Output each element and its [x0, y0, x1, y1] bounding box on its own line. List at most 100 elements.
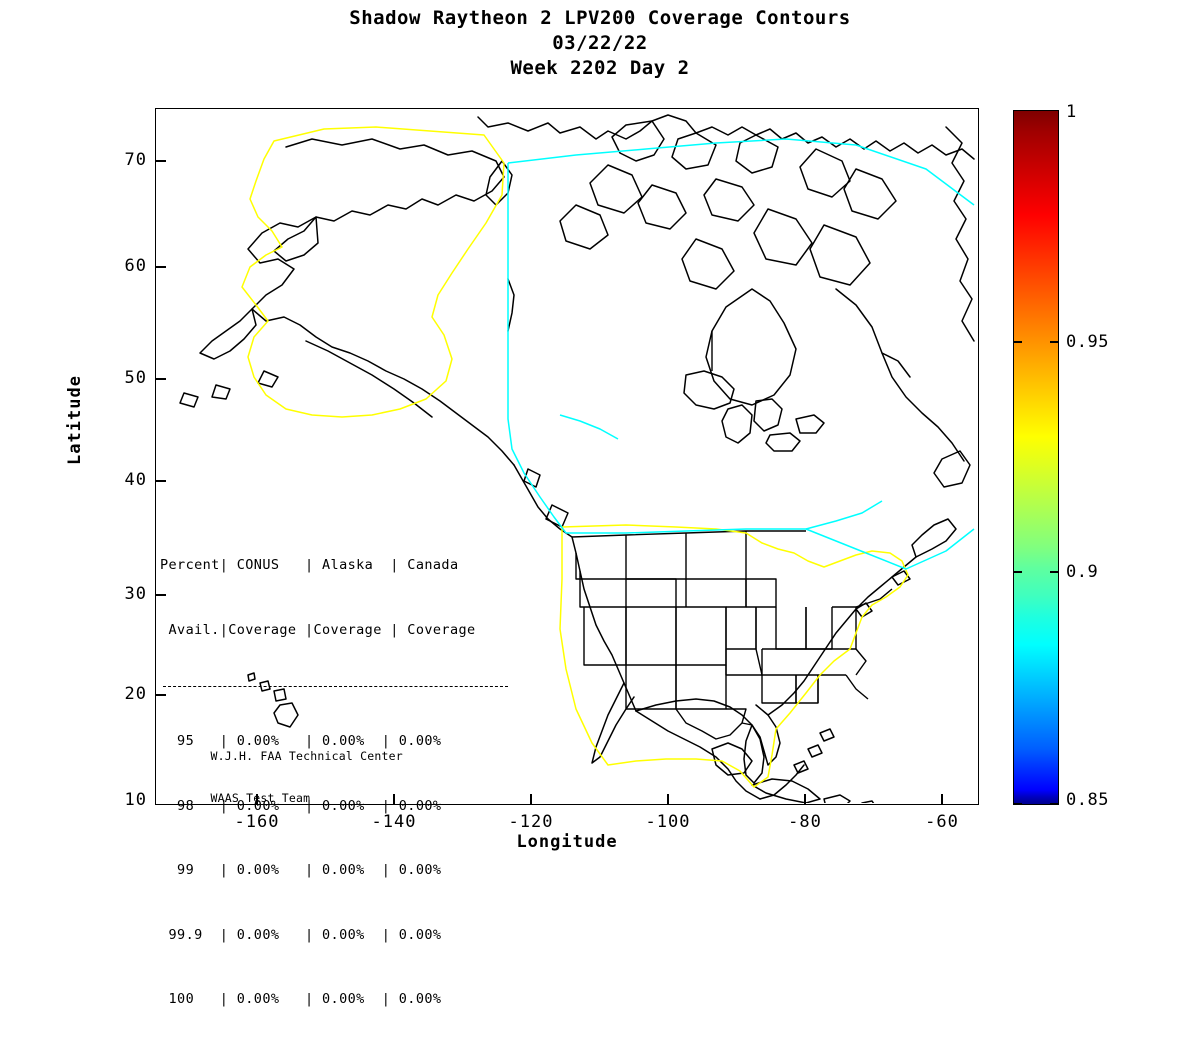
- title-line-1: Shadow Raytheon 2 LPV200 Coverage Contou…: [349, 7, 851, 29]
- stats-row: 99 | 0.00% | 0.00% | 0.00%: [160, 862, 442, 878]
- arctic-coast: [477, 114, 975, 160]
- x-tick-label: -140: [371, 812, 417, 832]
- arctic-island-e: [843, 168, 897, 220]
- colorbar-tick-mark: [1050, 341, 1059, 343]
- arctic-island-c: [735, 134, 779, 174]
- colorbar-tick-mark: [1013, 341, 1022, 343]
- coastlines-group: [179, 114, 975, 803]
- conus-region-outline: [559, 524, 909, 788]
- state-line-ok-ar: [725, 649, 763, 676]
- canada-region-outline: [507, 138, 975, 570]
- state-line-nc-sc: [845, 674, 869, 700]
- x-tick-mark: [804, 794, 806, 805]
- figure-root: Shadow Raytheon 2 LPV200 Coverage Contou…: [0, 6, 1200, 1007]
- title-line-3: Week 2202 Day 2: [510, 57, 690, 79]
- state-line-ia-il: [746, 578, 777, 608]
- mexico-gulf-coast: [635, 710, 761, 800]
- aleutian-island-b: [179, 392, 199, 408]
- nova-scotia: [911, 518, 957, 558]
- hawaii-big-island: [273, 702, 299, 728]
- stats-row: 99.9 | 0.00% | 0.00% | 0.00%: [160, 926, 442, 943]
- map-svg: [179, 114, 975, 803]
- bahamas-a: [793, 760, 809, 774]
- seward-peninsula: [273, 216, 319, 262]
- canada-bc-inner: [559, 414, 619, 440]
- canada-north-edge: [507, 138, 975, 206]
- conus-polygon: [559, 524, 909, 788]
- us-canada-border-west: [571, 530, 806, 538]
- hawaii-oahu: [259, 680, 271, 692]
- us-west-coast: [571, 536, 637, 712]
- state-line-ut-co: [625, 607, 677, 666]
- arctic-island-d: [799, 148, 851, 198]
- puerto-rico: [861, 800, 875, 803]
- bahamas-b: [807, 744, 823, 758]
- y-tick-label: 40: [124, 470, 147, 490]
- hudson-bay: [705, 288, 797, 406]
- title-line-2: 03/22/22: [552, 32, 648, 54]
- state-line-co-ne: [675, 606, 727, 666]
- y-axis-title: Latitude: [65, 375, 85, 465]
- state-line-or-nv: [579, 571, 626, 608]
- colorbar-tick-mark: [1050, 803, 1059, 805]
- newfoundland: [933, 450, 971, 488]
- y-tick-label: 70: [124, 150, 147, 170]
- x-tick-label: -160: [234, 812, 280, 832]
- alaska-peninsula: [305, 340, 433, 418]
- arctic-island-g: [637, 184, 687, 230]
- hawaii-kauai: [247, 672, 256, 682]
- texas-outline: [675, 708, 747, 740]
- state-line-ks-mo: [725, 607, 757, 650]
- canada-great-lakes-edge: [805, 500, 883, 530]
- state-line-ar-ms: [761, 675, 797, 704]
- stats-separator: [163, 686, 508, 687]
- us-east-coast: [767, 556, 917, 716]
- greenland-coast: [945, 126, 975, 342]
- state-line-nm-tx: [675, 665, 727, 710]
- hispaniola: [823, 794, 851, 803]
- cuba: [751, 778, 821, 803]
- lake-superior: [683, 370, 735, 410]
- y-tick-mark: [155, 480, 166, 482]
- figure-title: Shadow Raytheon 2 LPV200 Coverage Contou…: [0, 6, 1200, 81]
- banks-island: [589, 164, 643, 214]
- haida-gwaii: [523, 468, 541, 488]
- baffin-island: [809, 224, 871, 286]
- arctic-island-f: [703, 178, 755, 222]
- y-axis-ticks: 70 60 50 40 30 20 10: [95, 108, 147, 810]
- victoria-island: [681, 238, 735, 290]
- stats-header-row-2: Avail.|Coverage |Coverage | Coverage: [160, 621, 476, 638]
- baja-california: [591, 682, 635, 764]
- colorbar-label: 0.95: [1066, 332, 1109, 352]
- stats-row: 98 | 0.00% | 0.00% | 0.00%: [160, 797, 442, 814]
- x-tick-label: -60: [925, 812, 959, 832]
- yukon-border-coast: [507, 278, 515, 332]
- x-tick-mark: [941, 794, 943, 805]
- bc-coast: [513, 464, 573, 538]
- y-tick-mark: [155, 160, 166, 162]
- credit-line-2: WAAS Test Team: [210, 791, 311, 805]
- central-america: [759, 764, 805, 800]
- y-tick-mark: [155, 694, 166, 696]
- lake-michigan: [721, 404, 753, 444]
- colorbar-tick-mark: [1050, 571, 1059, 573]
- alaska-polygon: [241, 126, 505, 418]
- x-tick-mark: [393, 794, 395, 805]
- colorbar: [1013, 110, 1059, 805]
- state-line-mo-ar: [755, 607, 763, 676]
- colorbar-label: 0.9: [1066, 562, 1099, 582]
- x-tick-mark: [667, 794, 669, 805]
- colorbar-label: 1: [1066, 102, 1077, 122]
- colorbar-tick-mark: [1013, 571, 1022, 573]
- y-tick-mark: [155, 266, 166, 268]
- colorbar-gradient: [1014, 111, 1058, 804]
- labrador-coast: [835, 288, 965, 462]
- map-plot-area: [155, 108, 979, 805]
- y-tick-label: 60: [124, 256, 147, 276]
- alaska-sw-coast: [199, 308, 257, 360]
- alaska-region-outline: [241, 126, 505, 418]
- aleutian-island-a: [211, 384, 231, 400]
- y-tick-mark: [155, 378, 166, 380]
- vancouver-island: [545, 504, 569, 528]
- credit-line-1: W.J.H. FAA Technical Center: [210, 749, 403, 763]
